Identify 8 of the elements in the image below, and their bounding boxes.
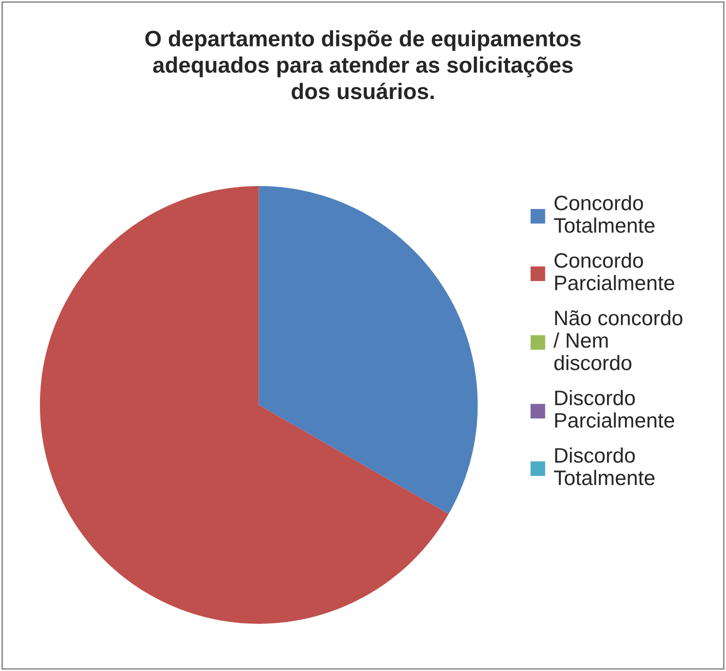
- legend-label: Concordo Totalmente: [554, 195, 654, 233]
- pie-slice: [40, 186, 449, 624]
- pie-slice: [258, 186, 478, 514]
- legend-label: Concordo Parcialmente: [554, 252, 674, 290]
- legend-label: Não concordo / Nem discordo: [553, 310, 682, 370]
- chart-title: O departamento dispõe de equipamentos adequados para atender as solicitações dos usuários.: [145, 30, 581, 100]
- legend-label: Discordo Parcialmente: [555, 390, 674, 428]
- legend-label: Discordo Totalmente: [554, 447, 654, 486]
